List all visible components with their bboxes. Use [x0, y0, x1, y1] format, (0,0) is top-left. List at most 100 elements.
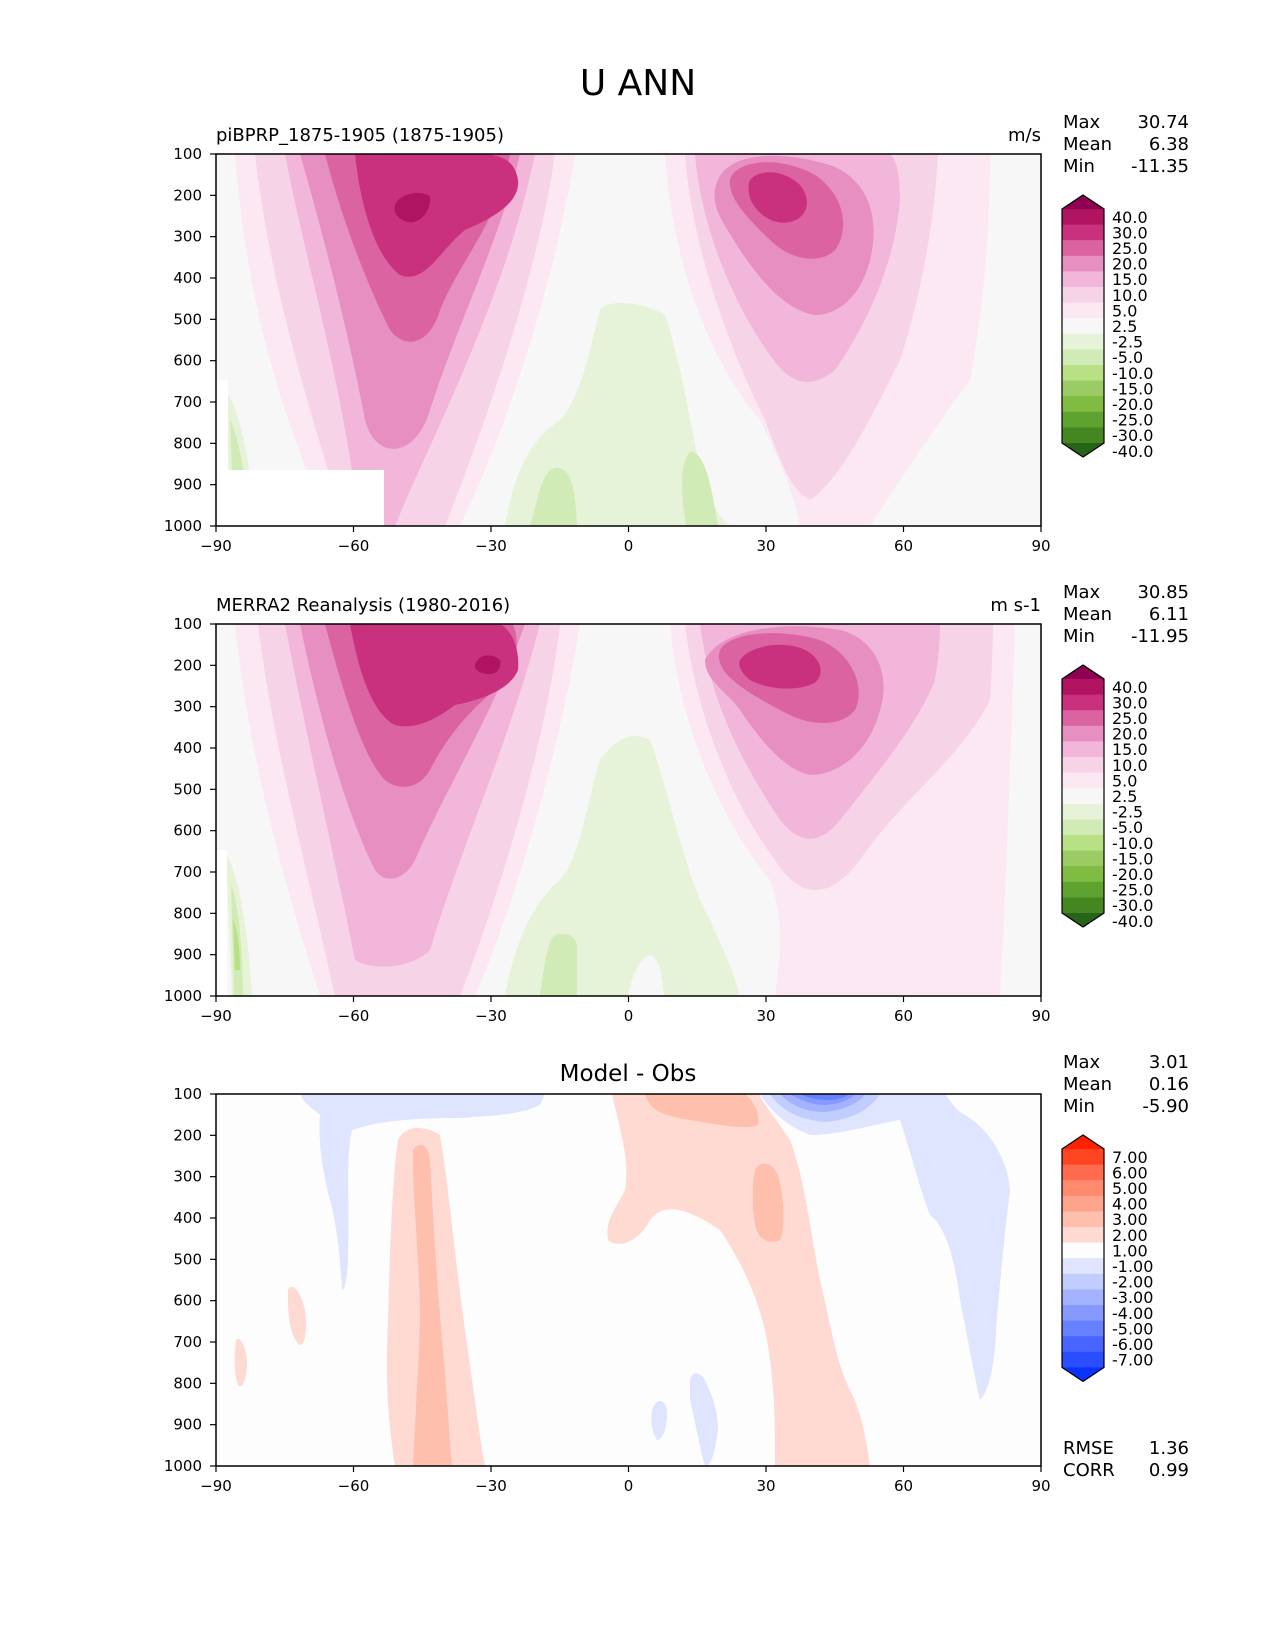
stat-value: 30.85: [1137, 582, 1189, 603]
stat-label: Max: [1063, 1052, 1101, 1073]
colorbar-label: -25.0: [1112, 881, 1153, 900]
colorbar-segment: [1062, 1164, 1104, 1181]
colorbar-segment: [1062, 725, 1104, 742]
contour-sh-25: [350, 624, 519, 727]
y-tick-label: 300: [173, 228, 202, 246]
colorbar-outline: [1061, 194, 1105, 458]
colorbar-segment: [1062, 427, 1104, 444]
contour-sfc-neg10: [233, 920, 240, 970]
y-tick-label: 100: [173, 1085, 202, 1103]
colorbar-segment: [1062, 803, 1104, 820]
panel-test-units: m/s: [1008, 125, 1041, 146]
contour-neg-trop-2: [651, 1401, 668, 1440]
contour-sh-25: [355, 154, 519, 277]
colorbar-label: 2.00: [1112, 1226, 1148, 1245]
colorbar-label: 40.0: [1112, 678, 1148, 697]
stat-label: Mean: [1063, 1074, 1112, 1095]
y-tick-label: 700: [173, 393, 202, 411]
colorbar-segment: [1062, 679, 1104, 696]
colorbar-segment: [1062, 1305, 1104, 1322]
colorbar-segment: [1062, 835, 1104, 852]
contour-field-test: [216, 154, 1041, 526]
y-tick-label: 500: [173, 1250, 202, 1268]
panel-test-title: piBPRP_1875-1905 (1875-1905): [216, 125, 504, 146]
colorbar-label: 1.00: [1112, 1241, 1148, 1260]
panel-test: piBPRP_1875-1905 (1875-1905) m/s: [164, 112, 1189, 555]
stat-label: Mean: [1063, 134, 1112, 155]
colorbar-outline: [1061, 1134, 1105, 1383]
panel-ref-title: MERRA2 Reanalysis (1980-2016): [216, 595, 510, 616]
colorbar-label: 2.5: [1112, 317, 1137, 336]
contour-pos-trop-2: [645, 1094, 759, 1128]
stat-label: Min: [1063, 626, 1095, 647]
x-tick-label: 60: [894, 537, 913, 555]
stat-label: Max: [1063, 582, 1101, 603]
colorbar-label: -15.0: [1112, 849, 1153, 868]
colorbar-label: 30.0: [1112, 223, 1148, 242]
stat-value: 3.01: [1149, 1052, 1189, 1073]
y-tick-label: 500: [173, 780, 202, 798]
colorbar-segment: [1062, 850, 1104, 867]
colorbar-extend-bottom: [1062, 913, 1104, 927]
panel-diff-title: Model - Obs: [560, 1061, 697, 1087]
colorbar-segment: [1062, 741, 1104, 758]
colorbar-segment: [1062, 819, 1104, 836]
colorbar-segment: [1062, 881, 1104, 898]
stat-value: 6.11: [1149, 604, 1189, 625]
x-tick-label: 30: [756, 1477, 775, 1495]
x-tick-label: 0: [624, 1477, 634, 1495]
colorbar-label: 5.0: [1112, 301, 1137, 320]
colorbar-segment: [1062, 1195, 1104, 1212]
contour-field-diff: [216, 1094, 1041, 1466]
colorbar-label: -3.00: [1112, 1288, 1153, 1307]
colorbar-label: -30.0: [1112, 896, 1153, 915]
colorbar-segment: [1062, 1211, 1104, 1228]
colorbar-label: -20.0: [1112, 865, 1153, 884]
colorbar-segment: [1062, 333, 1104, 350]
stat-value: -11.95: [1131, 626, 1189, 647]
colorbar-segment: [1062, 1242, 1104, 1259]
stat-label: Mean: [1063, 604, 1112, 625]
x-tick-label: 90: [1031, 1007, 1050, 1025]
stat-value: -5.90: [1142, 1096, 1189, 1117]
colorbar-segment: [1062, 411, 1104, 428]
x-tick-label: 30: [756, 537, 775, 555]
y-tick-label: 900: [173, 946, 202, 964]
contour-sh-30: [474, 655, 501, 675]
colorbar-segment: [1062, 1258, 1104, 1275]
contour-trop-zero: [628, 955, 664, 996]
colorbar-label: -1.00: [1112, 1257, 1153, 1276]
colorbar-label: 5.0: [1112, 771, 1137, 790]
stat-value: 0.16: [1149, 1074, 1189, 1095]
y-tick-label: 400: [173, 1209, 202, 1227]
colorbar-label: -30.0: [1112, 426, 1153, 445]
colorbar-segment: [1062, 302, 1104, 319]
y-tick-label: 600: [173, 352, 202, 370]
y-tick-label: 200: [173, 1126, 202, 1144]
contour-pos-trop: [607, 1094, 870, 1466]
colorbar-label: -2.00: [1112, 1273, 1153, 1292]
colorbar-extend-top: [1062, 665, 1104, 679]
panel-ref: MERRA2 Reanalysis (1980-2016) m s-1: [164, 582, 1189, 1025]
y-tick-label: 900: [173, 476, 202, 494]
colorbar-label: -6.00: [1112, 1335, 1153, 1354]
stat-label: Min: [1063, 1096, 1095, 1117]
colorbar-segment: [1062, 1351, 1104, 1368]
colorbar-label: -5.0: [1112, 348, 1143, 367]
contour-nh-25: [739, 644, 821, 689]
x-tick-label: −90: [200, 1007, 232, 1025]
colorbar-label: 7.00: [1112, 1148, 1148, 1167]
contour-neg-nh-5: [800, 1094, 848, 1100]
colorbar-label: -7.00: [1112, 1351, 1153, 1370]
x-tick-label: −30: [475, 1477, 507, 1495]
x-tick-label: −30: [475, 537, 507, 555]
y-tick-label: 200: [173, 656, 202, 674]
x-tick-label: 0: [624, 1007, 634, 1025]
colorbar-segment: [1062, 757, 1104, 774]
colorbar-segment: [1062, 349, 1104, 366]
y-tick-label: 800: [173, 1374, 202, 1392]
x-tick-label: −30: [475, 1007, 507, 1025]
y-tick-label: 700: [173, 1333, 202, 1351]
colorbar-segment: [1062, 287, 1104, 304]
